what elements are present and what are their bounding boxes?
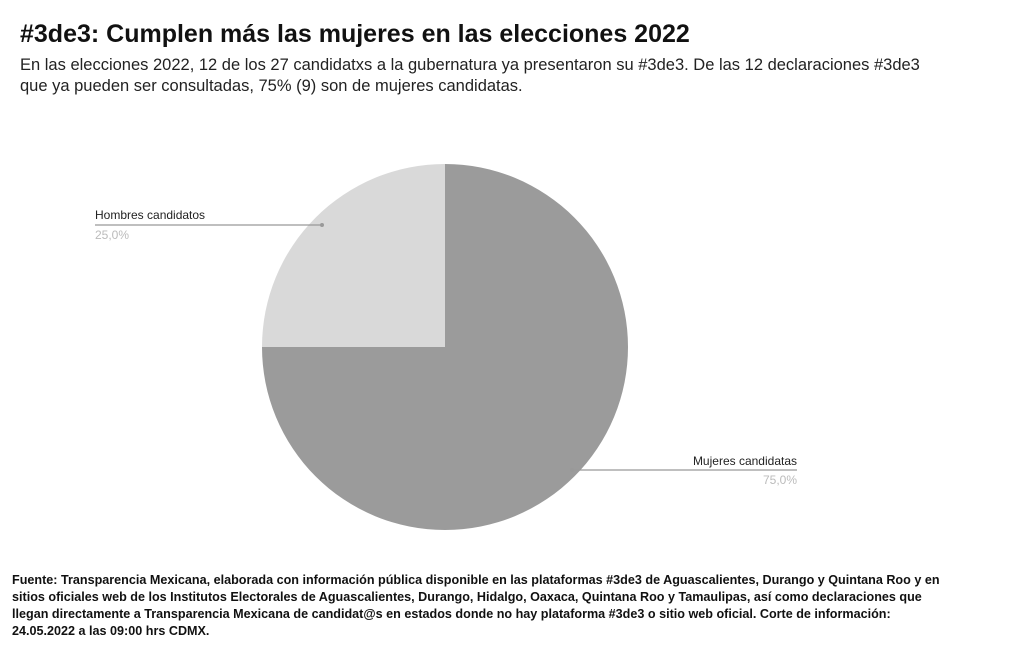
pie-chart: Hombres candidatos 25,0% Mujeres candida…	[95, 164, 797, 530]
pie-slice-hombres-candidatos	[262, 164, 445, 347]
slice-label-mujeres: Mujeres candidatas	[693, 454, 797, 468]
chart-title: #3de3: Cumplen más las mujeres en las el…	[20, 20, 690, 48]
slice-value-hombres: 25,0%	[95, 228, 129, 242]
callout-dot-mujeres	[570, 468, 574, 472]
chart-subtitle: En las elecciones 2022, 12 de los 27 can…	[20, 56, 920, 95]
slice-value-mujeres: 75,0%	[763, 473, 797, 487]
callout-dot-hombres	[320, 223, 324, 227]
slice-label-hombres: Hombres candidatos	[95, 208, 205, 222]
source-note: Fuente: Transparencia Mexicana, elaborad…	[12, 573, 940, 638]
